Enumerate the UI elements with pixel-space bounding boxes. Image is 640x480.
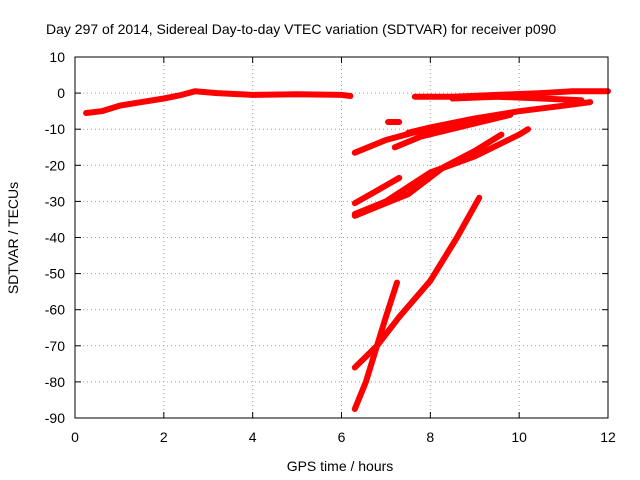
- data-series-8: [351, 174, 403, 207]
- series-group: [83, 88, 611, 412]
- data-series-3: [411, 88, 611, 100]
- x-tick-label: 6: [338, 429, 346, 445]
- data-series-4: [449, 93, 585, 104]
- y-tick-label: -40: [45, 230, 65, 246]
- x-tick-label: 12: [600, 429, 616, 445]
- plot-frame: [74, 56, 609, 419]
- y-axis-label: SDTVAR / TECUs: [5, 182, 21, 294]
- data-series-7: [391, 111, 514, 151]
- x-tick-label: 4: [249, 429, 257, 445]
- chart-title: Day 297 of 2014, Sidereal Day-to-day VTE…: [46, 21, 556, 37]
- data-series-12: [351, 279, 400, 412]
- y-tick-label: -90: [45, 410, 65, 426]
- y-tick-label: -60: [45, 302, 65, 318]
- y-tick-label: -10: [45, 121, 65, 137]
- x-tick-label: 0: [71, 429, 79, 445]
- y-tick-label: 10: [49, 49, 65, 65]
- data-series-10: [351, 131, 505, 219]
- x-axis-label: GPS time / hours: [287, 458, 394, 474]
- y-tick-label: -80: [45, 374, 65, 390]
- y-tick-label: -30: [45, 193, 65, 209]
- y-tick-label: -70: [45, 338, 65, 354]
- y-tick-label: -20: [45, 157, 65, 173]
- data-series-6: [351, 122, 456, 156]
- axis-tick-labels: 0 2 4 6 8 10 12 10 0 -10 -20 -30 -40 -50 -60 -70 -80 -90: [45, 49, 616, 445]
- x-tick-label: 8: [426, 429, 434, 445]
- data-series-1: [83, 88, 354, 116]
- x-tick-label: 10: [511, 429, 527, 445]
- data-series-11: [351, 194, 483, 371]
- y-tick-label: 0: [57, 85, 65, 101]
- y-tick-label: -50: [45, 266, 65, 282]
- x-tick-label: 2: [160, 429, 168, 445]
